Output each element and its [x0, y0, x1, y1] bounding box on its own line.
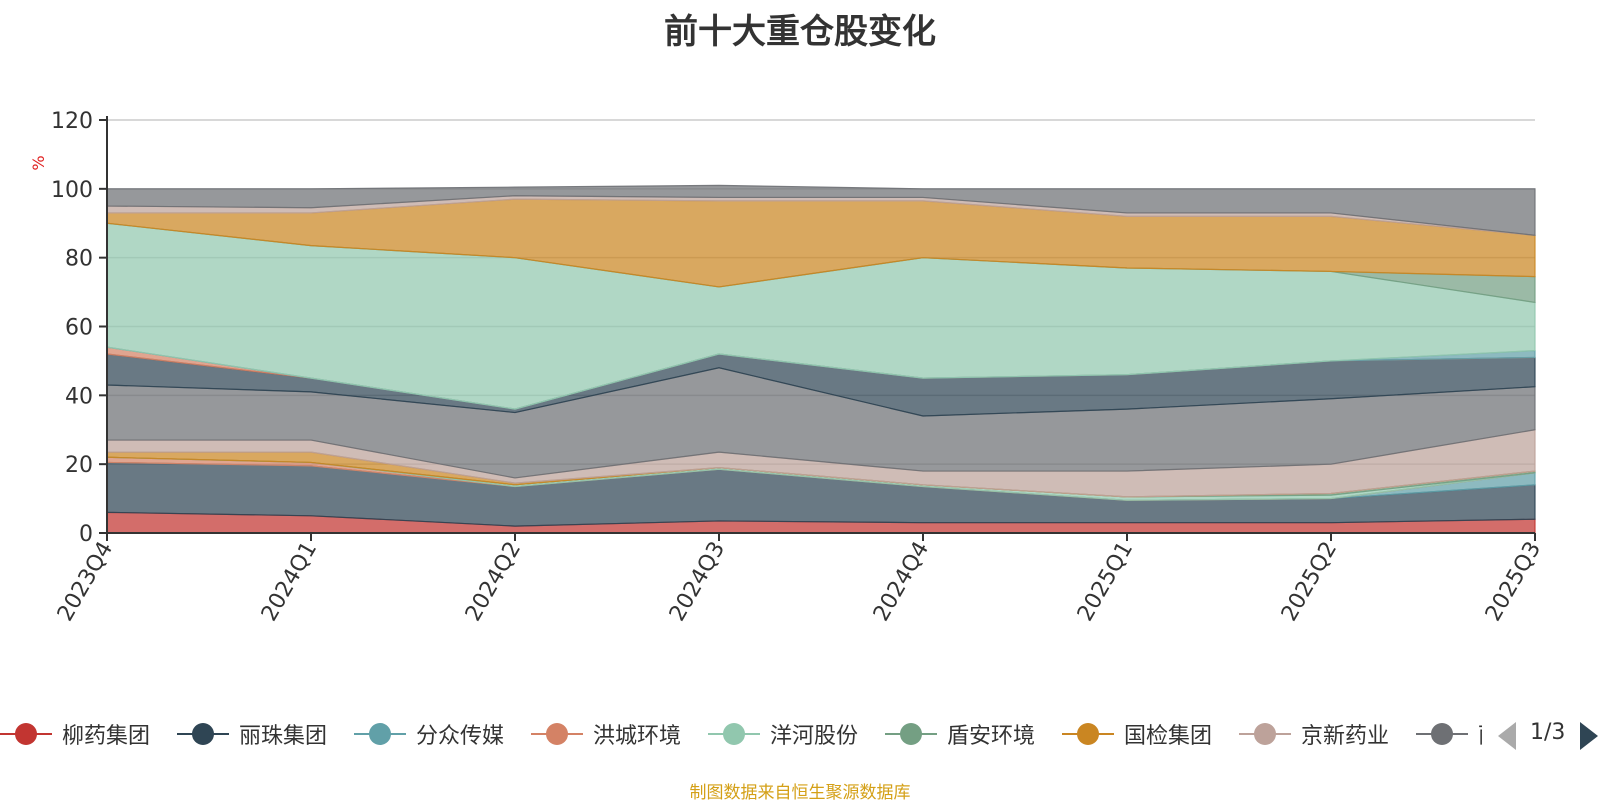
- y-tick-label: 80: [65, 247, 93, 272]
- x-tick-label: 2024Q4: [869, 538, 934, 626]
- x-tick-label: 2025Q3: [1481, 538, 1546, 626]
- legend-marker-icon: [708, 719, 760, 749]
- legend-item[interactable]: 洪城环境: [531, 714, 681, 754]
- legend-page-indicator: 1/3: [1530, 720, 1566, 745]
- y-axis-label: %: [29, 155, 48, 170]
- y-tick-label: 20: [65, 453, 93, 478]
- legend-label: 国检集团: [1124, 724, 1213, 749]
- legend-marker-icon: [1416, 719, 1468, 749]
- legend-marker-icon: [354, 719, 406, 749]
- legend-item[interactable]: 柳药集团: [0, 714, 150, 754]
- legend: 柳药集团 丽珠集团 分众传媒 洪城环境 洋河股份 盾安环境 国检集团 京新药业 丽 1/3: [0, 714, 1600, 754]
- legend-label: 丽珠集团: [239, 724, 328, 749]
- legend-marker-icon: [1239, 719, 1291, 749]
- legend-prev-page-button[interactable]: [1498, 722, 1516, 750]
- x-tick-label: 2024Q2: [461, 538, 526, 626]
- chart-title: 前十大重仓股变化: [664, 12, 936, 52]
- legend-marker-icon: [531, 719, 583, 749]
- x-tick-label: 2025Q1: [1073, 538, 1138, 626]
- y-tick-label: 100: [51, 178, 93, 203]
- legend-next-page-button[interactable]: [1580, 722, 1598, 750]
- legend-label: 京新药业: [1301, 724, 1390, 749]
- y-tick-label: 120: [51, 109, 93, 134]
- y-tick-label: 40: [65, 384, 93, 409]
- area-series: [106, 184, 1536, 534]
- legend-label: 丽: [1478, 718, 1482, 750]
- legend-item[interactable]: 丽珠集团: [177, 714, 327, 754]
- legend-item[interactable]: 国检集团: [1062, 714, 1212, 754]
- legend-label: 洋河股份: [770, 724, 859, 749]
- legend-label: 分众传媒: [416, 724, 505, 749]
- x-tick-label: 2025Q2: [1277, 538, 1342, 626]
- legend-item[interactable]: 京新药业: [1239, 714, 1389, 754]
- x-tick-label: 2024Q3: [665, 538, 730, 626]
- y-tick-label: 0: [79, 522, 93, 547]
- x-tick-label: 2024Q1: [257, 538, 322, 626]
- legend-marker-icon: [885, 719, 937, 749]
- source-note: 制图数据来自恒生聚源数据库: [689, 783, 911, 803]
- legend-marker-icon: [1062, 719, 1114, 749]
- legend-label: 洪城环境: [593, 724, 682, 749]
- legend-item[interactable]: 洋河股份: [708, 714, 858, 754]
- y-tick-label: 60: [65, 316, 93, 341]
- area-series-16: [106, 184, 1536, 236]
- legend-items: 柳药集团 丽珠集团 分众传媒 洪城环境 洋河股份 盾安环境 国检集团 京新药业 丽: [0, 714, 1482, 754]
- stacked-area-chart: 0 20 40 60 80 100 120% 2023Q4 2024Q1 2024Q2 2024Q3…: [29, 109, 1546, 626]
- legend-item[interactable]: 盾安环境: [885, 714, 1035, 754]
- legend-item[interactable]: 分众传媒: [354, 714, 504, 754]
- legend-marker-icon: [0, 719, 52, 749]
- legend-label: 柳药集团: [62, 724, 151, 749]
- x-tick-label: 2023Q4: [53, 538, 118, 626]
- legend-item[interactable]: 丽: [1416, 714, 1482, 754]
- legend-label: 盾安环境: [947, 724, 1036, 749]
- legend-marker-icon: [177, 719, 229, 749]
